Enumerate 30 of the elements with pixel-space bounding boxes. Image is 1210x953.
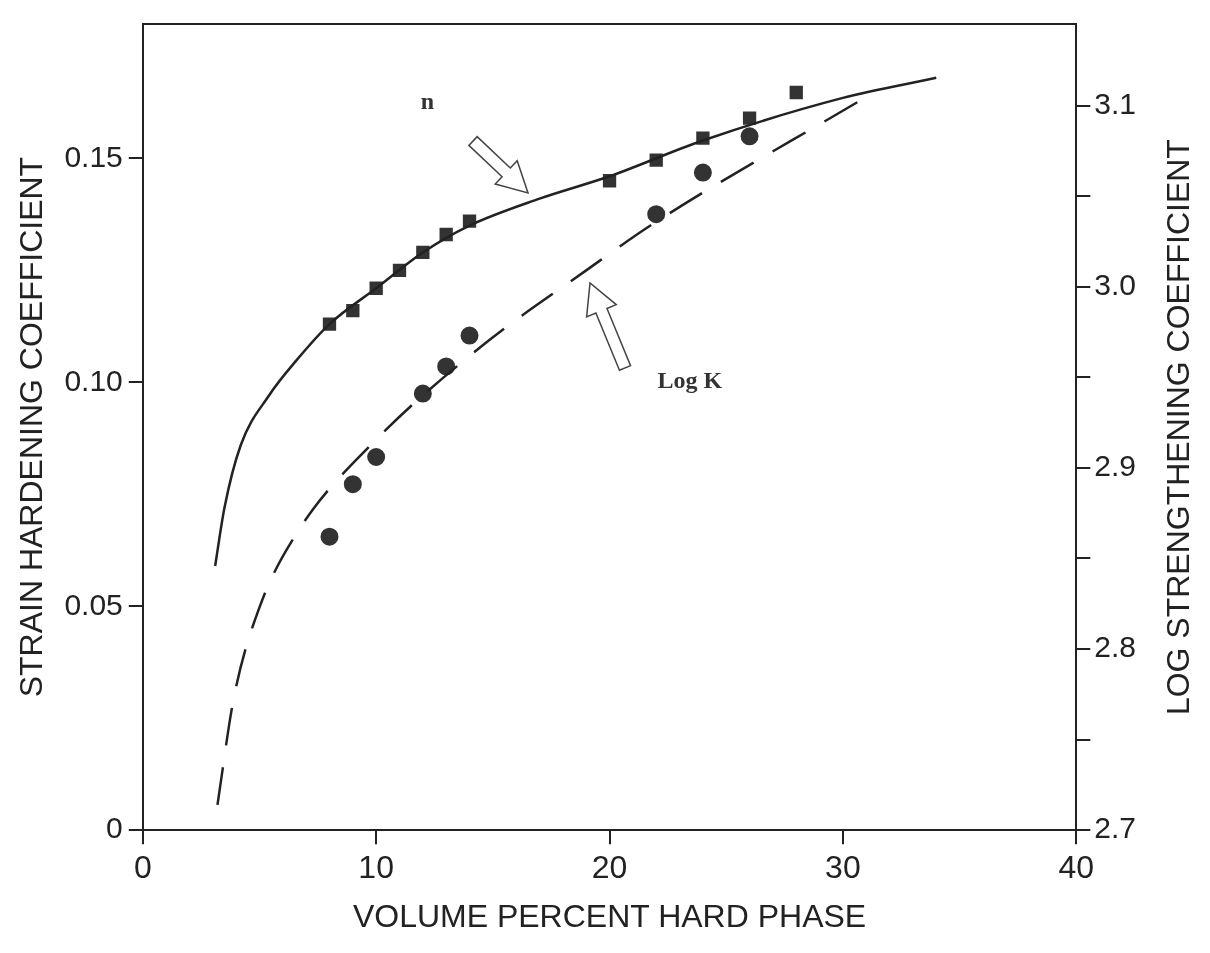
y2-tick-label: 2.8 — [1094, 630, 1137, 664]
x-tick-label: 30 — [825, 849, 861, 886]
annotation: Log K — [657, 366, 723, 394]
y-tick-label: 0.15 — [64, 139, 123, 173]
y2-axis-title: LOG STRENGTHENING COEFFICIENT — [1159, 139, 1196, 716]
line-series — [213, 76, 938, 568]
point — [367, 447, 386, 466]
y-tick-label: 0 — [106, 811, 123, 845]
point — [740, 127, 759, 146]
y2-tick-label: 3.0 — [1094, 267, 1137, 301]
point — [343, 475, 362, 494]
y2-tick-label: 3.1 — [1094, 86, 1137, 120]
x-tick-label: 20 — [591, 849, 628, 886]
point — [742, 111, 757, 125]
x-tick-label: 40 — [1058, 849, 1095, 886]
point — [647, 205, 666, 224]
point — [693, 163, 712, 182]
x-tick-label: 0 — [133, 849, 152, 886]
y2-tick-label: 2.7 — [1094, 811, 1137, 845]
y-tick-label: 0.05 — [64, 587, 123, 621]
x-axis-title: VOLUME PERCENT HARD PHASE — [352, 897, 867, 934]
point — [789, 85, 803, 100]
point — [413, 384, 432, 403]
y-axis-title: STRAIN HARDENING COEFFICIENT — [13, 156, 50, 698]
y2-tick-label: 2.9 — [1094, 449, 1137, 483]
point — [460, 326, 479, 345]
x-tick-label: 10 — [358, 849, 394, 886]
y-tick-label: 0.10 — [64, 363, 123, 397]
point — [320, 527, 339, 546]
annotation: n — [420, 87, 435, 115]
